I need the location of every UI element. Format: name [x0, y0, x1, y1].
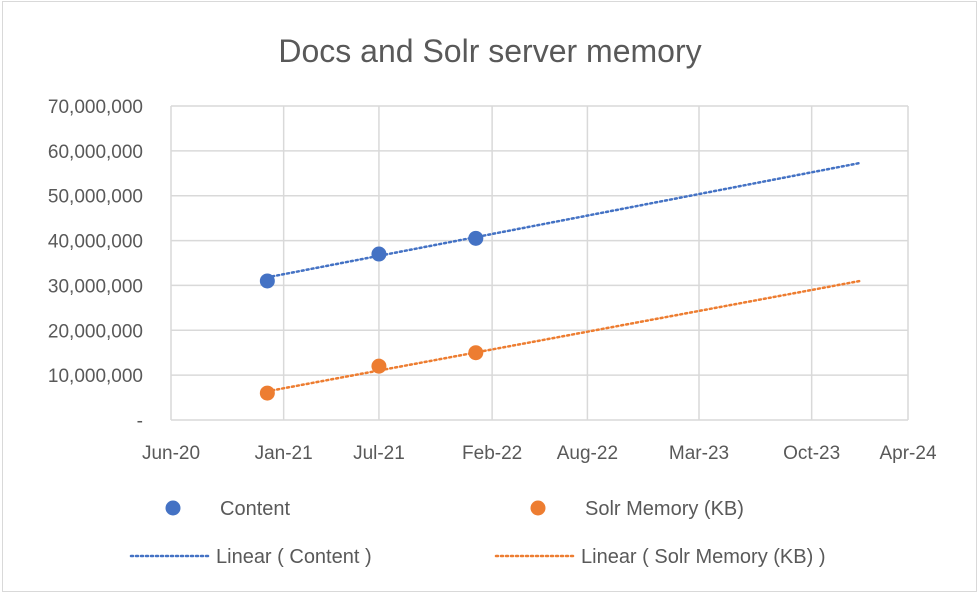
trendline — [266, 161, 862, 279]
x-tick-label: Jul-21 — [353, 443, 405, 464]
grid-layer — [170, 105, 909, 421]
y-tick-label: 20,000,000 — [48, 321, 143, 342]
x-tick-label: Apr-24 — [879, 443, 936, 464]
chart-title: Docs and Solr server memory — [278, 33, 701, 69]
x-tick-label: Oct-23 — [783, 443, 840, 464]
data-point[interactable] — [468, 345, 484, 361]
y-tick-label: 10,000,000 — [48, 366, 143, 387]
chart-svg: Docs and Solr server memory - 10,000,000 2… — [48, 33, 937, 568]
y-tick-label: - — [137, 411, 143, 432]
data-point[interactable] — [468, 230, 484, 246]
x-tick-label: Jan-21 — [255, 443, 313, 464]
y-tick-label: 30,000,000 — [48, 276, 143, 297]
x-tick-label: Feb-22 — [462, 443, 522, 464]
y-tick-label: 50,000,000 — [48, 187, 143, 208]
x-tick-label: Jun-20 — [142, 443, 200, 464]
data-point[interactable] — [371, 246, 387, 262]
x-tick-label: Mar-23 — [669, 443, 729, 464]
x-axis-ticks: Jun-20 Jan-21 Jul-21 Feb-22 Aug-22 Mar-23 Oct-… — [142, 443, 937, 464]
data-point[interactable] — [259, 273, 275, 289]
legend-label: Linear ( Solr Memory (KB) ) — [581, 546, 826, 568]
data-point[interactable] — [371, 358, 387, 374]
x-tick-label: Aug-22 — [557, 443, 618, 464]
legend-marker — [530, 500, 546, 516]
trendline-layer — [266, 161, 862, 393]
y-tick-label: 70,000,000 — [48, 97, 143, 118]
legend-marker — [165, 500, 181, 516]
point-layer — [259, 230, 484, 401]
y-tick-label: 40,000,000 — [48, 232, 143, 253]
data-point[interactable] — [259, 385, 275, 401]
legend-label: Solr Memory (KB) — [585, 498, 744, 520]
trendline — [266, 279, 862, 393]
legend-label: Content — [220, 498, 290, 520]
legend[interactable]: Content Solr Memory (KB) Linear ( Content … — [129, 498, 826, 568]
legend-label: Linear ( Content ) — [216, 546, 372, 568]
y-axis-ticks: - 10,000,000 20,000,000 30,000,000 40,000,00… — [48, 97, 143, 432]
y-tick-label: 60,000,000 — [48, 142, 143, 163]
